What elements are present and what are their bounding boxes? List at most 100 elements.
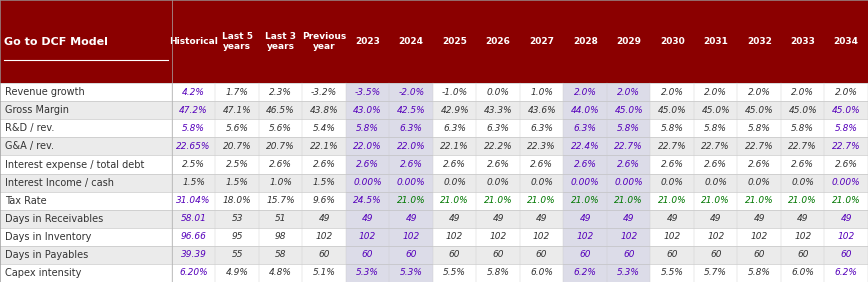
Bar — [215, 83, 259, 101]
Text: 47.2%: 47.2% — [180, 106, 208, 115]
Bar — [650, 228, 694, 246]
Bar — [694, 210, 738, 228]
Bar — [172, 137, 215, 155]
Text: 22.0%: 22.0% — [353, 142, 382, 151]
Bar — [259, 210, 302, 228]
Text: G&A / rev.: G&A / rev. — [5, 142, 54, 151]
Bar — [390, 192, 433, 210]
Bar — [607, 101, 650, 119]
Bar — [0, 155, 172, 173]
Text: 43.3%: 43.3% — [483, 106, 512, 115]
Text: Go to DCF Model: Go to DCF Model — [4, 37, 108, 47]
Text: 60: 60 — [580, 250, 591, 259]
Bar — [825, 173, 868, 192]
Bar — [563, 83, 607, 101]
Text: 5.8%: 5.8% — [617, 124, 640, 133]
Bar — [345, 137, 390, 155]
Bar — [607, 173, 650, 192]
Text: 55: 55 — [232, 250, 243, 259]
Bar — [650, 264, 694, 282]
Text: 6.0%: 6.0% — [530, 268, 553, 277]
Text: 42.9%: 42.9% — [440, 106, 469, 115]
Text: 0.0%: 0.0% — [444, 178, 466, 187]
Bar — [172, 192, 215, 210]
Bar — [650, 246, 694, 264]
Bar — [345, 192, 390, 210]
Bar — [302, 83, 345, 101]
Text: 60: 60 — [710, 250, 721, 259]
Text: 2.0%: 2.0% — [792, 88, 814, 97]
Bar — [390, 228, 433, 246]
Text: 49: 49 — [840, 214, 852, 223]
Bar — [781, 119, 825, 137]
Bar — [0, 192, 172, 210]
Bar — [345, 246, 390, 264]
Bar — [345, 155, 390, 173]
Bar — [0, 137, 172, 155]
Bar — [650, 173, 694, 192]
Text: 22.7%: 22.7% — [658, 142, 687, 151]
Text: 2029: 2029 — [616, 37, 641, 46]
Text: 0.0%: 0.0% — [530, 178, 553, 187]
Bar — [302, 101, 345, 119]
Bar — [738, 192, 781, 210]
Bar — [0, 246, 172, 264]
Bar — [433, 228, 477, 246]
Bar — [302, 155, 345, 173]
Bar — [694, 264, 738, 282]
Bar — [563, 228, 607, 246]
Bar — [650, 210, 694, 228]
Text: 22.3%: 22.3% — [528, 142, 556, 151]
Text: 2.5%: 2.5% — [182, 160, 205, 169]
Bar — [520, 264, 563, 282]
Text: Last 5
years: Last 5 years — [221, 32, 253, 51]
Text: 6.3%: 6.3% — [530, 124, 553, 133]
Bar — [563, 264, 607, 282]
Bar — [563, 210, 607, 228]
Text: -3.2%: -3.2% — [311, 88, 337, 97]
Text: 6.3%: 6.3% — [400, 124, 423, 133]
Text: 2.6%: 2.6% — [530, 160, 553, 169]
Bar — [607, 137, 650, 155]
Text: 22.0%: 22.0% — [397, 142, 425, 151]
Bar — [781, 155, 825, 173]
Bar — [520, 192, 563, 210]
Bar — [477, 210, 520, 228]
Text: 45.0%: 45.0% — [832, 106, 860, 115]
Bar — [520, 155, 563, 173]
Bar — [433, 264, 477, 282]
Text: 20.7%: 20.7% — [266, 142, 295, 151]
Text: 102: 102 — [316, 232, 332, 241]
Text: 2031: 2031 — [703, 37, 728, 46]
Text: 102: 102 — [620, 232, 637, 241]
Text: 2.6%: 2.6% — [748, 160, 771, 169]
Text: 2.0%: 2.0% — [704, 88, 727, 97]
Bar — [781, 246, 825, 264]
Bar — [172, 173, 215, 192]
Bar — [825, 228, 868, 246]
Bar — [738, 246, 781, 264]
Bar — [738, 173, 781, 192]
Text: 9.6%: 9.6% — [312, 196, 336, 205]
Bar — [520, 210, 563, 228]
Bar — [563, 119, 607, 137]
Text: 1.7%: 1.7% — [226, 88, 248, 97]
Text: 2032: 2032 — [746, 37, 772, 46]
Text: 102: 102 — [359, 232, 376, 241]
Text: 45.0%: 45.0% — [745, 106, 773, 115]
Bar — [172, 210, 215, 228]
Bar — [172, 119, 215, 137]
Text: 60: 60 — [319, 250, 330, 259]
Bar — [650, 119, 694, 137]
Text: 1.5%: 1.5% — [312, 178, 336, 187]
Bar — [172, 228, 215, 246]
Text: 21.0%: 21.0% — [440, 196, 469, 205]
Bar — [607, 246, 650, 264]
Text: 0.0%: 0.0% — [704, 178, 727, 187]
Bar — [172, 155, 215, 173]
Bar — [781, 101, 825, 119]
Bar — [477, 192, 520, 210]
Bar — [781, 137, 825, 155]
Bar — [215, 228, 259, 246]
Bar — [215, 101, 259, 119]
